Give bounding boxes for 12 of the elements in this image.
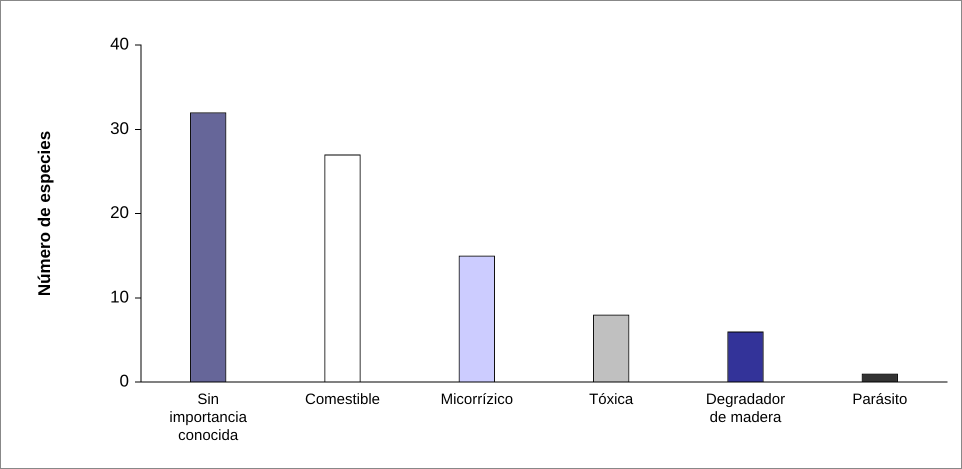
x-tick-label: Sin importancia conocida [169,391,248,444]
y-tick-label: 10 [110,287,129,306]
x-tick-label: Tóxica [589,391,634,408]
x-tick-label: Comestible [304,391,380,408]
y-tick-label: 0 [120,372,129,391]
y-tick-label: 40 [110,34,129,54]
y-tick-label: 20 [110,203,129,222]
y-axis-title: Número de especies [34,130,54,296]
x-tick-label: Micorrízico [440,391,514,408]
x-tick-label: Parásito [852,391,908,408]
x-tick-label: Degradador de madera [706,391,786,426]
y-tick-label: 30 [110,118,129,138]
